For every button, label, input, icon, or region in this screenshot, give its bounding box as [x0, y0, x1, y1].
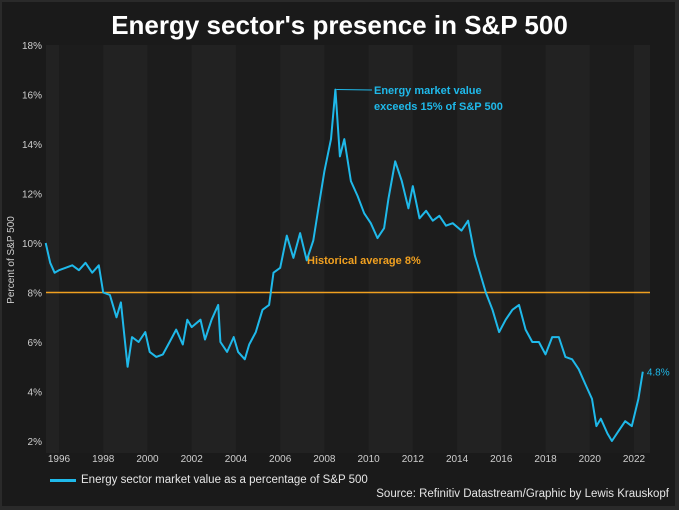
- year-band: [368, 45, 413, 453]
- x-tick-label: 2010: [357, 454, 380, 465]
- x-tick-label: 2016: [490, 454, 513, 465]
- year-band: [545, 45, 590, 453]
- x-tick-label: 2022: [623, 454, 646, 465]
- x-tick-label: 2000: [136, 454, 159, 465]
- x-tick-label: 2002: [181, 454, 204, 465]
- x-tick-label: 2014: [446, 454, 469, 465]
- x-tick-label: 1998: [92, 454, 115, 465]
- year-band: [457, 45, 502, 453]
- x-tick-label: 2006: [269, 454, 292, 465]
- year-band: [634, 45, 650, 453]
- series-line-energy-share: [44, 88, 644, 442]
- legend-label: Energy sector market value as a percenta…: [81, 474, 368, 486]
- y-tick-label: 14%: [22, 140, 42, 151]
- year-band: [191, 45, 236, 453]
- y-tick-label: 6%: [28, 338, 43, 349]
- historical-average-label: Historical average 8%: [307, 255, 421, 267]
- x-tick-label: 2018: [534, 454, 557, 465]
- peak-annotation-line1: Energy market value: [374, 85, 482, 97]
- year-band: [280, 45, 325, 453]
- legend: Energy sector market value as a percenta…: [50, 474, 368, 486]
- end-value-label: 4.8%: [647, 368, 670, 379]
- peak-annotation-line2: exceeds 15% of S&P 500: [374, 101, 503, 113]
- y-tick-label: 2%: [28, 437, 43, 448]
- x-tick-label: 2008: [313, 454, 336, 465]
- y-tick-label: 8%: [28, 289, 43, 300]
- legend-swatch: [50, 478, 76, 482]
- y-tick-label: 12%: [22, 190, 42, 201]
- x-tick-label: 2020: [579, 454, 602, 465]
- year-band: [103, 45, 148, 453]
- y-axis-label: Percent of S&P 500: [6, 216, 17, 304]
- x-tick-label: 2012: [402, 454, 425, 465]
- source-note: Source: Refinitiv Datastream/Graphic by …: [376, 488, 669, 500]
- y-tick-label: 18%: [22, 41, 42, 52]
- x-tick-label: 2004: [225, 454, 248, 465]
- y-tick-label: 10%: [22, 239, 42, 250]
- x-tick-label: 1996: [48, 454, 71, 465]
- y-tick-label: 4%: [28, 388, 43, 399]
- chart-title: Energy sector's presence in S&P 500: [111, 10, 568, 40]
- y-tick-label: 16%: [22, 91, 42, 102]
- year-band: [46, 45, 59, 453]
